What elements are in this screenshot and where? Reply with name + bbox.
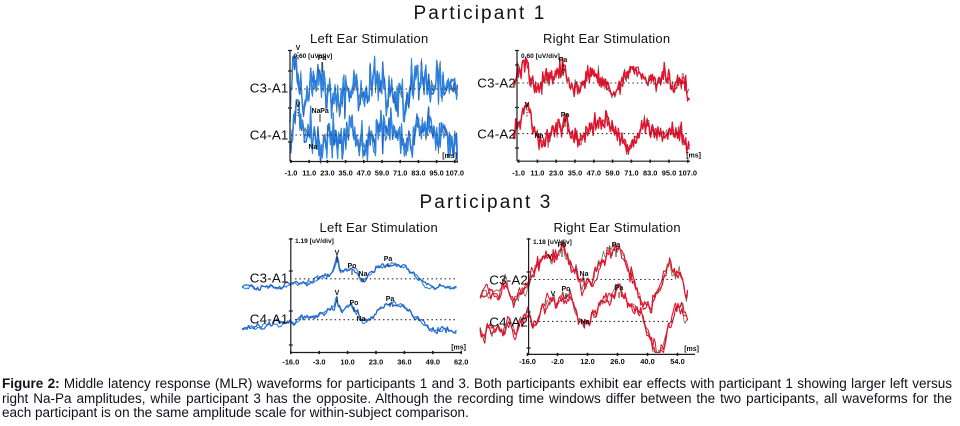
svg-text:-16.0: -16.0 — [519, 357, 536, 366]
svg-text:Po: Po — [562, 286, 571, 293]
svg-text:C3-A2: C3-A2 — [477, 76, 516, 91]
svg-text:59.0: 59.0 — [375, 169, 389, 178]
svg-text:[ms]: [ms] — [684, 346, 699, 353]
svg-text:0.60 [uV/div]: 0.60 [uV/div] — [294, 53, 333, 60]
svg-text:V: V — [548, 254, 553, 261]
svg-text:71.0: 71.0 — [624, 169, 638, 178]
svg-text:-2.0: -2.0 — [551, 357, 564, 366]
svg-text:23.0: 23.0 — [549, 169, 563, 178]
svg-text:36.0: 36.0 — [397, 358, 411, 367]
svg-text:V: V — [525, 102, 530, 109]
svg-text:54.0: 54.0 — [670, 357, 684, 366]
svg-text:[ms]: [ms] — [451, 345, 466, 352]
svg-text:-3.0: -3.0 — [313, 358, 326, 367]
svg-text:23.0: 23.0 — [369, 358, 383, 367]
svg-text:35.0: 35.0 — [568, 169, 582, 178]
svg-text:[ms]: [ms] — [442, 153, 457, 160]
svg-text:-16.0: -16.0 — [282, 358, 299, 367]
svg-text:Na: Na — [309, 144, 318, 151]
svg-text:-1.0: -1.0 — [512, 169, 525, 178]
svg-text:V: V — [551, 291, 556, 298]
svg-text:Pa: Pa — [318, 55, 327, 62]
svg-text:40.0: 40.0 — [640, 357, 654, 366]
svg-text:Po: Po — [558, 242, 567, 249]
svg-text:107.0: 107.0 — [679, 169, 698, 178]
svg-text:C3-A1: C3-A1 — [250, 271, 289, 286]
svg-text:Na: Na — [535, 133, 544, 140]
svg-text:11.0: 11.0 — [302, 169, 316, 178]
svg-text:Na: Na — [312, 108, 321, 115]
svg-text:Pa: Pa — [384, 256, 393, 263]
svg-text:1.18 [uV/div]: 1.18 [uV/div] — [533, 239, 572, 246]
svg-text:V: V — [335, 290, 340, 297]
svg-text:Na: Na — [580, 271, 589, 278]
svg-text:C3-A1: C3-A1 — [250, 81, 289, 96]
svg-text:Pa: Pa — [559, 57, 568, 64]
svg-text:95.0: 95.0 — [429, 169, 443, 178]
svg-text:-1.0: -1.0 — [285, 169, 298, 178]
svg-text:Na: Na — [581, 319, 590, 326]
svg-text:C4-A2: C4-A2 — [477, 127, 516, 142]
svg-text:35.0: 35.0 — [338, 169, 352, 178]
svg-text:47.0: 47.0 — [587, 169, 601, 178]
svg-text:C4-A1: C4-A1 — [250, 128, 289, 143]
svg-text:Pa: Pa — [386, 296, 395, 303]
svg-text:Pa: Pa — [615, 285, 624, 292]
svg-text:Pa: Pa — [320, 108, 329, 115]
svg-text:71.0: 71.0 — [393, 169, 407, 178]
svg-text:C4-A2: C4-A2 — [489, 315, 528, 330]
svg-text:107.0: 107.0 — [446, 169, 465, 178]
svg-text:83.0: 83.0 — [411, 169, 425, 178]
svg-text:0.60 [uV/div]: 0.60 [uV/div] — [521, 53, 560, 60]
svg-text:Po: Po — [348, 263, 357, 270]
svg-text:Pa: Pa — [612, 242, 621, 249]
svg-text:Na: Na — [359, 271, 368, 278]
svg-text:Po: Po — [350, 300, 359, 307]
svg-text:C4-A1: C4-A1 — [250, 312, 289, 327]
svg-text:Na: Na — [357, 316, 366, 323]
svg-text:49.0: 49.0 — [426, 358, 440, 367]
svg-text:59.0: 59.0 — [605, 169, 619, 178]
svg-text:C3-A2: C3-A2 — [489, 273, 528, 288]
svg-text:[ms]: [ms] — [686, 153, 701, 160]
svg-text:V: V — [296, 45, 301, 52]
svg-text:11.0: 11.0 — [530, 169, 544, 178]
svg-text:12.0: 12.0 — [580, 357, 594, 366]
svg-text:23.0: 23.0 — [320, 169, 334, 178]
svg-text:V: V — [296, 102, 301, 109]
svg-text:95.0: 95.0 — [662, 169, 676, 178]
svg-text:83.0: 83.0 — [643, 169, 657, 178]
svg-text:47.0: 47.0 — [357, 169, 371, 178]
svg-text:10.0: 10.0 — [340, 358, 354, 367]
svg-text:26.0: 26.0 — [610, 357, 624, 366]
svg-text:Pa: Pa — [561, 112, 570, 119]
svg-text:62.0: 62.0 — [454, 358, 468, 367]
svg-text:V: V — [335, 250, 340, 257]
svg-text:1.19 [uV/div]: 1.19 [uV/div] — [295, 238, 334, 245]
